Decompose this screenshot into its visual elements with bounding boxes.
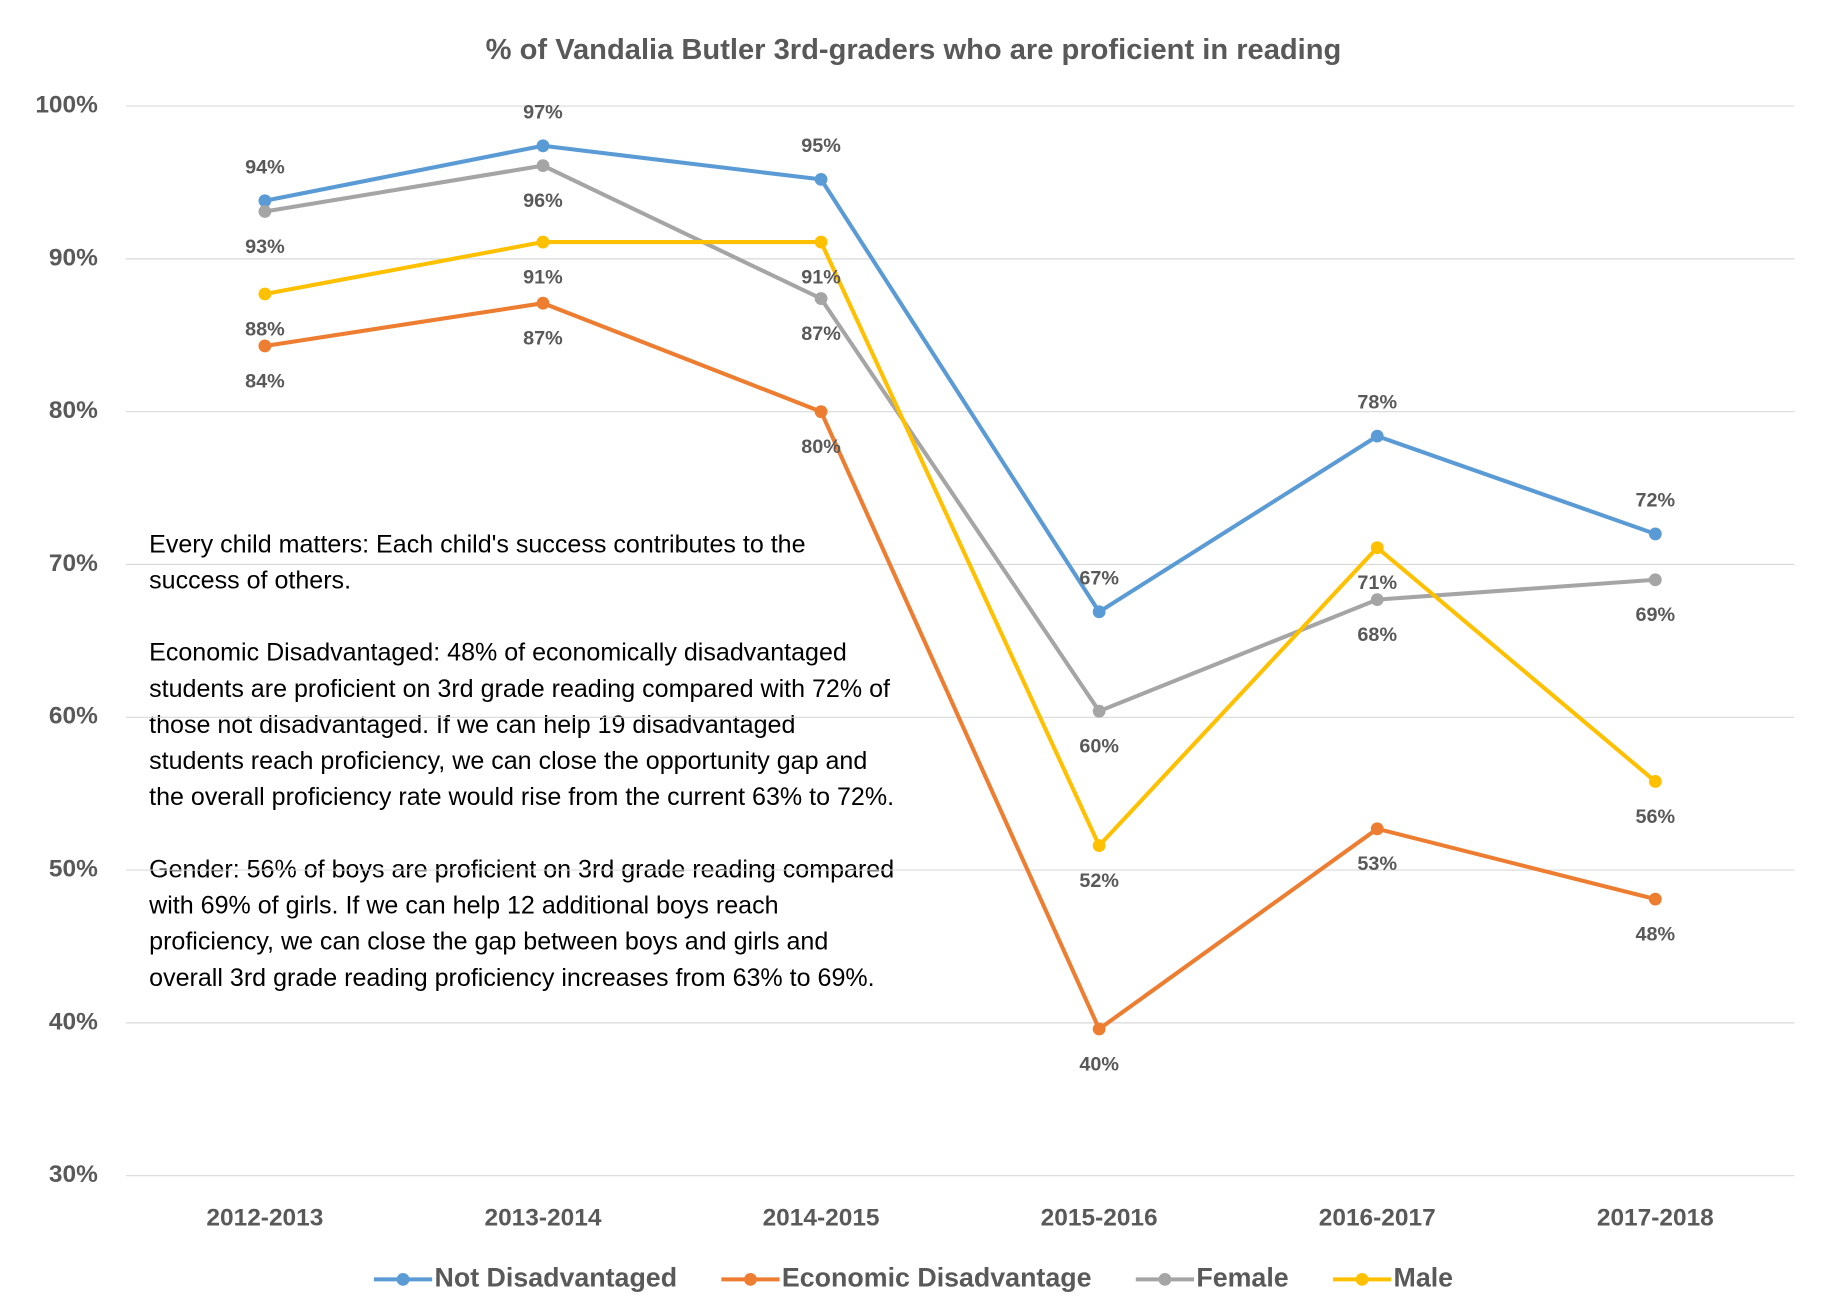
x-tick-label: 2017-2018 [1597, 1204, 1714, 1231]
data-label: 48% [1636, 923, 1676, 945]
data-point [1648, 775, 1662, 788]
series-line [264, 143, 1657, 614]
data-point [1370, 541, 1384, 555]
annotation: Every child matters: Each child's succes… [149, 527, 895, 997]
legend-item: Economic Disadvantage [721, 1262, 1092, 1292]
data-point [258, 205, 272, 218]
data-point [1648, 892, 1662, 906]
series-line [264, 301, 1656, 1032]
data-point [1648, 527, 1662, 541]
annotation-paragraph: Gender: 56% of boys are proficient on 3r… [149, 855, 895, 992]
annotation-paragraph: Every child matters: Each child's succes… [149, 530, 806, 595]
annotation-box: Every child matters: Each child's succes… [149, 527, 895, 997]
x-tick-label: 2014-2015 [763, 1204, 880, 1231]
data-label: 97% [523, 101, 563, 123]
data-label: 91% [801, 266, 841, 288]
y-tick-label: 30% [49, 1161, 98, 1188]
annotation-paragraph: Economic Disadvantaged: 48% of economica… [149, 638, 895, 811]
data-point [814, 172, 828, 186]
data-label: 91% [523, 266, 563, 288]
data-point [258, 339, 272, 353]
chart-title: % of Vandalia Butler 3rd-graders who are… [486, 34, 1342, 66]
legend: Not Disadvantaged Economic Disadvantage Fe… [373, 1262, 1454, 1292]
data-label: 71% [1357, 572, 1397, 594]
data-point [1370, 593, 1384, 607]
data-point [814, 292, 828, 305]
data-point [1648, 573, 1662, 587]
data-label: 87% [523, 328, 563, 350]
x-tick-label: 2013-2014 [484, 1204, 601, 1231]
data-point [536, 159, 550, 173]
data-label: 96% [523, 190, 563, 212]
legend-item: Not Disadvantaged [373, 1262, 678, 1292]
legend-label: Female [1196, 1262, 1288, 1292]
legend-marker [1158, 1272, 1172, 1286]
data-label: 69% [1636, 604, 1676, 626]
data-point [536, 139, 550, 153]
y-tick-label: 90% [49, 244, 98, 271]
x-tick-label: 2012-2013 [206, 1204, 323, 1231]
y-tick-label: 100% [35, 92, 98, 119]
data-point [814, 235, 828, 249]
data-label: 87% [801, 323, 841, 345]
data-label: 78% [1357, 392, 1397, 414]
y-tick-label: 60% [49, 703, 98, 730]
y-tick-label: 40% [49, 1008, 98, 1035]
data-point [1370, 429, 1384, 443]
data-label: 56% [1636, 806, 1676, 828]
y-tick-label: 80% [49, 397, 98, 424]
y-tick-label: 50% [49, 856, 98, 883]
data-point [1092, 605, 1106, 619]
data-label: 72% [1636, 490, 1676, 512]
data-label: 93% [245, 236, 285, 258]
data-point [258, 194, 272, 208]
data-point [1370, 822, 1384, 836]
legend-item: Male [1332, 1262, 1454, 1292]
legend-marker [1355, 1272, 1369, 1286]
data-point [536, 296, 550, 310]
data-label: 67% [1079, 567, 1119, 589]
data-label: 88% [245, 318, 285, 340]
y-tick-label: 70% [49, 550, 98, 577]
data-point [536, 235, 550, 249]
data-point [1092, 839, 1106, 853]
legend-item: Female [1135, 1262, 1289, 1292]
legend-label: Economic Disadvantage [782, 1262, 1092, 1292]
data-label: 80% [801, 436, 841, 458]
data-label: 94% [245, 156, 285, 178]
data-point [814, 405, 828, 419]
data-label: 40% [1079, 1053, 1119, 1075]
grid [125, 105, 1795, 1177]
data-point [1092, 1022, 1106, 1036]
data-label: 95% [801, 135, 841, 157]
legend-label: Not Disadvantaged [435, 1262, 678, 1292]
data-point [258, 287, 272, 301]
x-tick-label: 2016-2017 [1319, 1204, 1436, 1231]
legend-label: Male [1394, 1262, 1454, 1292]
data-point [1092, 704, 1106, 718]
data-label: 68% [1357, 624, 1397, 646]
data-label: 53% [1357, 853, 1397, 875]
series-line [264, 240, 1657, 848]
legend-marker [396, 1272, 410, 1286]
x-tick-label: 2015-2016 [1041, 1204, 1158, 1231]
data-label: 60% [1079, 736, 1119, 758]
series-line [264, 163, 1656, 714]
data-label: 52% [1079, 870, 1119, 892]
legend-marker [744, 1272, 757, 1286]
data-label: 84% [245, 370, 285, 392]
